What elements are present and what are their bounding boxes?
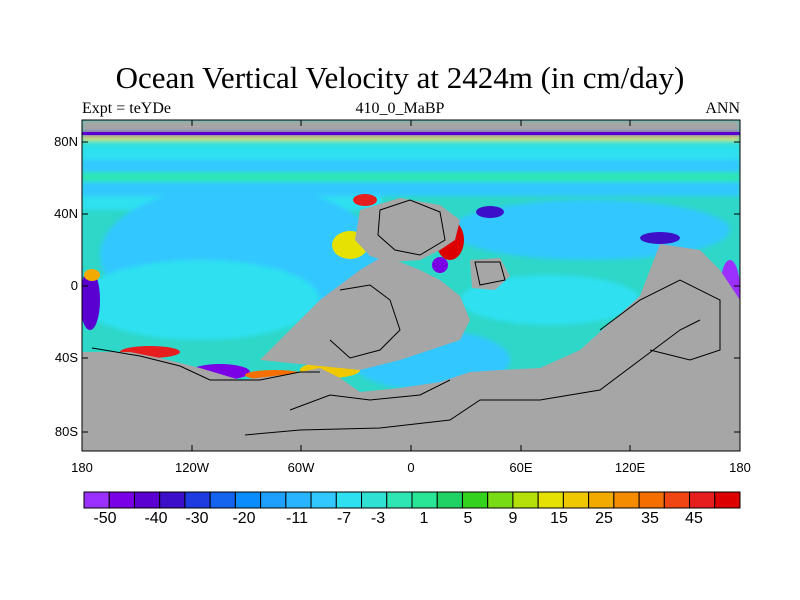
colorbar-box (512, 491, 539, 509)
colorbar-box (436, 491, 463, 509)
coastline-equatorial (329, 284, 401, 359)
colorbar-box (411, 491, 438, 509)
colorbar-label: 25 (595, 510, 613, 527)
lon-tick-label: 180 (71, 460, 93, 475)
colorbar-label: 9 (508, 510, 518, 527)
colorbar-box (108, 491, 135, 509)
lat-tick-label: 40N (54, 206, 78, 221)
lon-tick-label: 0 (407, 460, 415, 475)
plot-title: Ocean Vertical Velocity at 2424m (in cm/… (115, 60, 685, 95)
colorbar-box (638, 491, 665, 509)
coastline-south-west (91, 347, 320, 381)
colorbar-label: -40 (144, 510, 168, 527)
coastline-east (599, 279, 721, 361)
colorbar-label: -50 (93, 510, 117, 527)
colorbar-box (310, 491, 337, 509)
coastline-south-ridge (289, 379, 451, 411)
colorbar-box (613, 491, 640, 509)
time-label: 410_0_MaBP (355, 100, 445, 117)
colorbar-box (386, 491, 413, 509)
lon-tick-label: 180 (729, 460, 751, 475)
colorbar-box (689, 491, 716, 509)
colorbar-box (588, 491, 615, 509)
colorbar-box (487, 491, 514, 509)
colorbar-label: -11 (286, 510, 308, 527)
colorbar-box (537, 491, 564, 509)
map-field (82, 120, 740, 451)
northern-landmass (355, 198, 460, 262)
coastline-north (377, 199, 446, 256)
colorbar-label: -7 (336, 510, 352, 527)
colorbar-box (83, 491, 110, 509)
experiment-label: Expt = teYDe (82, 100, 171, 117)
coastlines (91, 199, 721, 436)
season-label: ANN (705, 100, 740, 117)
colorbar-label: 35 (641, 510, 659, 527)
colorbar-box (260, 491, 287, 509)
colorbar-box (562, 491, 590, 509)
colorbar-label: 5 (463, 510, 473, 527)
lat-tick-label: 80N (54, 134, 78, 149)
colorbar-box (209, 491, 236, 509)
lon-tick-label: 120W (175, 460, 209, 475)
lon-tick-label: 120E (614, 460, 646, 475)
colorbar-label: -30 (185, 510, 209, 527)
colorbar-label: 15 (550, 510, 568, 527)
equatorial-landmass (260, 258, 470, 370)
coastline-island (474, 261, 506, 286)
colorbar-box (159, 491, 186, 509)
lat-tick-label: 0 (70, 278, 78, 293)
colorbar-label: 1 (419, 510, 429, 527)
colorbar-box (461, 491, 489, 509)
colorbar-box (361, 491, 388, 509)
colorbar-box (335, 491, 363, 509)
colorbar-label: -3 (370, 510, 386, 527)
lat-tick-label: 40S (54, 350, 78, 365)
southern-continent (82, 244, 740, 451)
colorbar-label: 45 (685, 510, 703, 527)
land-masses (82, 198, 740, 451)
colorbar-label: -20 (232, 510, 256, 527)
colorbar-box (234, 491, 262, 509)
colorbar-box (285, 491, 312, 509)
island-landmass (470, 258, 510, 290)
colorbar-box (133, 491, 161, 509)
colorbar-box (714, 491, 741, 509)
colorbar-box (663, 491, 691, 509)
coastline-south-inner (244, 319, 701, 436)
colorbar-box (184, 491, 211, 509)
colorbar (83, 491, 741, 509)
lon-tick-label: 60E (509, 460, 533, 475)
lon-tick-label: 60W (287, 460, 315, 475)
lat-tick-label: 80S (54, 424, 78, 439)
axis-ticks (81, 120, 741, 451)
